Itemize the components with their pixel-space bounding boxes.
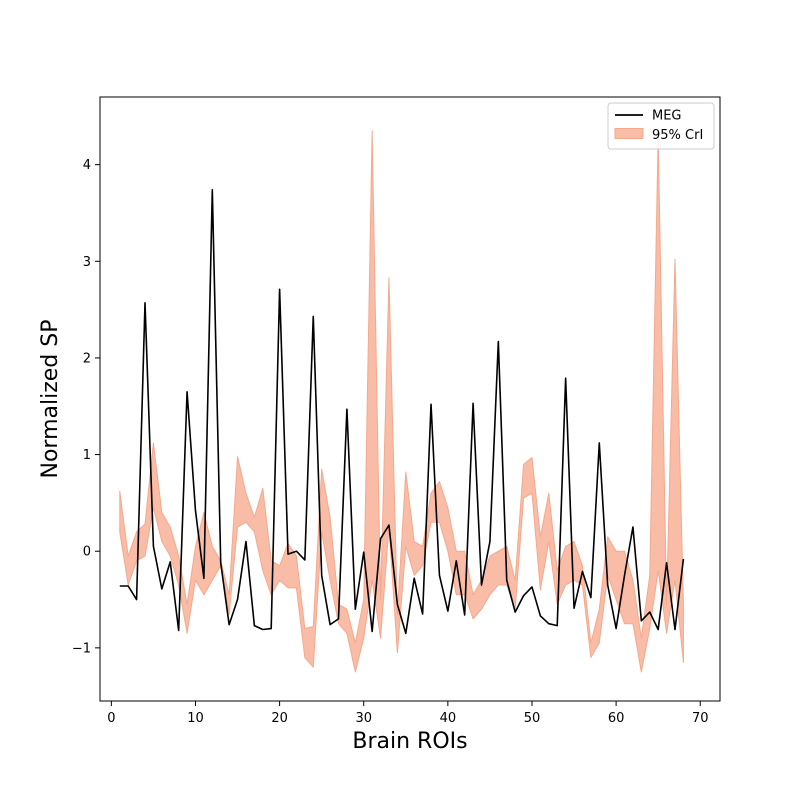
legend-cri-label: 95% CrI	[652, 128, 703, 143]
legend-cri-swatch	[614, 128, 644, 139]
y-tick-label: 1	[83, 448, 91, 463]
y-tick-label: −1	[72, 641, 91, 656]
x-axis-ticks: 0 10 20 30 40 50 60 70	[107, 701, 709, 726]
x-tick-label: 0	[107, 711, 115, 726]
x-tick-label: 70	[692, 711, 709, 726]
y-tick-label: 3	[83, 255, 91, 270]
y-axis-title: Normalized SP	[38, 320, 63, 479]
meg-series-line	[119, 188, 685, 635]
x-axis-title: Brain ROIs	[352, 729, 467, 754]
x-tick-label: 50	[524, 711, 541, 726]
x-tick-label: 20	[271, 711, 288, 726]
axes-frame	[99, 96, 721, 702]
legend: MEG 95% CrI	[607, 102, 715, 150]
x-tick-label: 30	[355, 711, 372, 726]
legend-meg-label: MEG	[652, 109, 682, 124]
credible-interval-band	[119, 130, 684, 673]
y-tick-label: 2	[83, 351, 91, 366]
x-tick-label: 60	[608, 711, 625, 726]
y-axis-ticks: −1 0 1 2 3 4	[72, 158, 100, 656]
y-tick-label: 4	[83, 158, 91, 173]
plot-area	[119, 130, 685, 673]
y-tick-label: 0	[83, 545, 91, 560]
x-tick-label: 40	[440, 711, 457, 726]
x-tick-label: 10	[187, 711, 204, 726]
